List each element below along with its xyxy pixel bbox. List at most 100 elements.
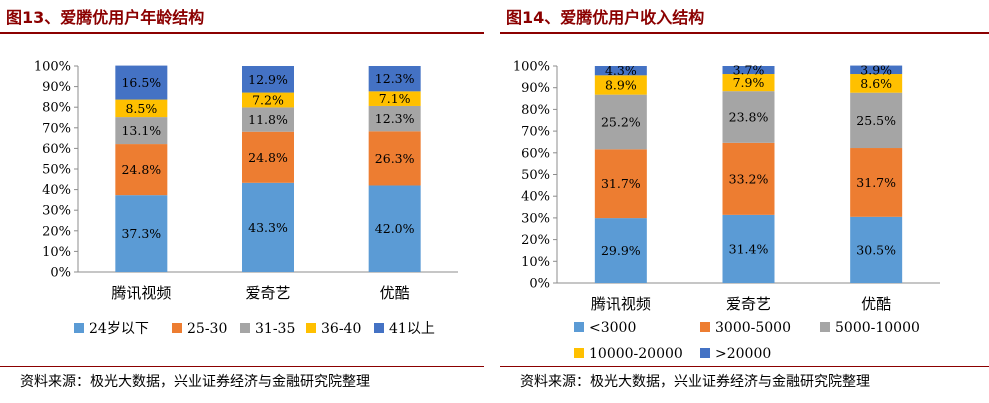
bar-segment	[850, 74, 903, 93]
data-label: 37.3%	[121, 226, 161, 241]
legend-label: 31-35	[255, 321, 295, 337]
data-label: 12.3%	[375, 71, 415, 86]
bar-segment	[850, 92, 903, 149]
data-label: 8.9%	[605, 77, 637, 92]
data-label: 8.6%	[860, 76, 892, 91]
bar-segment	[594, 66, 647, 76]
legend-swatch	[820, 322, 830, 332]
figure-13-source: 资料来源：极光大数据，兴业证券经济与金融研究院整理	[20, 374, 370, 390]
legend-label: <3000	[589, 320, 636, 336]
bar-segment	[115, 117, 168, 145]
legend-swatch	[374, 323, 384, 333]
y-tick-label: 90%	[521, 81, 550, 96]
bar-segment	[722, 91, 775, 143]
data-label: 25.2%	[601, 114, 641, 129]
bar-segment	[722, 214, 775, 283]
bar-segment	[242, 182, 294, 272]
data-label: 30.5%	[856, 242, 896, 257]
bar-segment	[242, 131, 294, 183]
data-label: 7.9%	[733, 75, 765, 90]
data-label: 12.9%	[248, 72, 288, 87]
data-label: 12.3%	[375, 111, 415, 126]
x-category-label: 腾讯视频	[111, 284, 171, 302]
bar-segment	[850, 148, 903, 217]
bar-segment	[594, 75, 647, 95]
legend-label: 24岁以下	[89, 321, 149, 337]
y-tick-label: 30%	[42, 204, 71, 219]
bar-segment	[850, 65, 903, 75]
bar-segment	[368, 66, 421, 92]
legend-swatch	[700, 322, 710, 332]
bar-segment	[594, 94, 647, 150]
bar-segment	[594, 149, 647, 219]
bar-segment	[722, 66, 775, 75]
data-label: 23.8%	[729, 109, 769, 124]
bar-segment	[242, 107, 294, 132]
legend-label: 3000-5000	[715, 320, 791, 336]
y-tick-label: 70%	[521, 125, 550, 140]
y-tick-label: 60%	[521, 146, 550, 161]
bar-segment	[115, 65, 168, 100]
title-divider	[0, 32, 484, 34]
bar-segment	[115, 99, 168, 118]
y-tick-label: 30%	[521, 211, 550, 226]
y-tick-label: 60%	[42, 142, 71, 157]
figure-14-title: 图14、爱腾优用户收入结构	[506, 8, 705, 27]
data-label: 4.3%	[605, 63, 637, 78]
data-label: 8.5%	[125, 101, 157, 116]
bar-segment	[368, 185, 421, 272]
source-divider	[500, 366, 989, 367]
data-label: 13.1%	[121, 123, 161, 138]
x-category-label: 腾讯视频	[591, 295, 651, 313]
source-divider	[0, 366, 484, 367]
y-tick-label: 100%	[513, 60, 550, 75]
bar-segment	[242, 66, 294, 93]
legend-swatch	[574, 322, 584, 332]
figure-13-panel: 图13、爱腾优用户年龄结构 0% 10% 20% 30% 40% 50% 60% 70% 80%…	[0, 0, 484, 403]
y-tick-label: 20%	[521, 233, 550, 248]
data-label: 43.3%	[248, 220, 288, 235]
bar-segment	[115, 144, 168, 196]
bar-segment	[368, 91, 421, 106]
x-category-label: 优酷	[380, 284, 410, 302]
bar-segment	[368, 131, 421, 186]
x-category-label: 优酷	[861, 295, 891, 313]
data-label: 7.1%	[379, 91, 411, 106]
data-label: 11.8%	[248, 112, 288, 127]
data-label: 31.4%	[729, 241, 769, 256]
data-label: 16.5%	[121, 75, 161, 90]
y-tick-label: 90%	[42, 80, 71, 95]
legend-swatch	[74, 323, 84, 333]
data-label: 33.2%	[729, 171, 769, 186]
data-label: 3.9%	[860, 62, 892, 77]
data-label: 7.2%	[252, 92, 284, 107]
y-tick-label: 80%	[521, 103, 550, 118]
legend-swatch	[172, 323, 182, 333]
bar-segment	[850, 216, 903, 283]
y-tick-label: 0%	[50, 266, 71, 281]
data-label: 42.0%	[375, 221, 415, 236]
data-label: 31.7%	[856, 175, 896, 190]
legend-swatch	[574, 348, 584, 358]
bar-segment	[115, 195, 168, 272]
y-tick-label: 40%	[42, 183, 71, 198]
y-tick-label: 0%	[529, 277, 550, 292]
x-category-label: 爱奇艺	[245, 284, 290, 302]
y-tick-label: 10%	[521, 255, 550, 270]
figure-14-source: 资料来源：极光大数据，兴业证券经济与金融研究院整理	[520, 374, 870, 390]
data-label: 31.7%	[601, 176, 641, 191]
y-tick-label: 50%	[42, 163, 71, 178]
data-label: 29.9%	[601, 243, 641, 258]
bar-segment	[594, 218, 647, 283]
legend-label: 10000-20000	[589, 346, 683, 362]
legend-swatch	[240, 323, 250, 333]
legend-label: 41以上	[389, 321, 435, 337]
figure-14-panel: 图14、爱腾优用户收入结构 0% 10% 20% 30% 40% 50% 60% 70% 80%…	[500, 0, 989, 403]
y-tick-label: 80%	[42, 101, 71, 116]
x-category-label: 爱奇艺	[726, 295, 771, 313]
legend-swatch	[700, 348, 710, 358]
age-structure-chart: 0% 10% 20% 30% 40% 50% 60% 70% 80% 90% 100% 37.3% 24…	[34, 60, 458, 337]
y-tick-label: 50%	[521, 168, 550, 183]
data-label: 24.8%	[248, 150, 288, 165]
y-tick-label: 100%	[34, 60, 71, 75]
